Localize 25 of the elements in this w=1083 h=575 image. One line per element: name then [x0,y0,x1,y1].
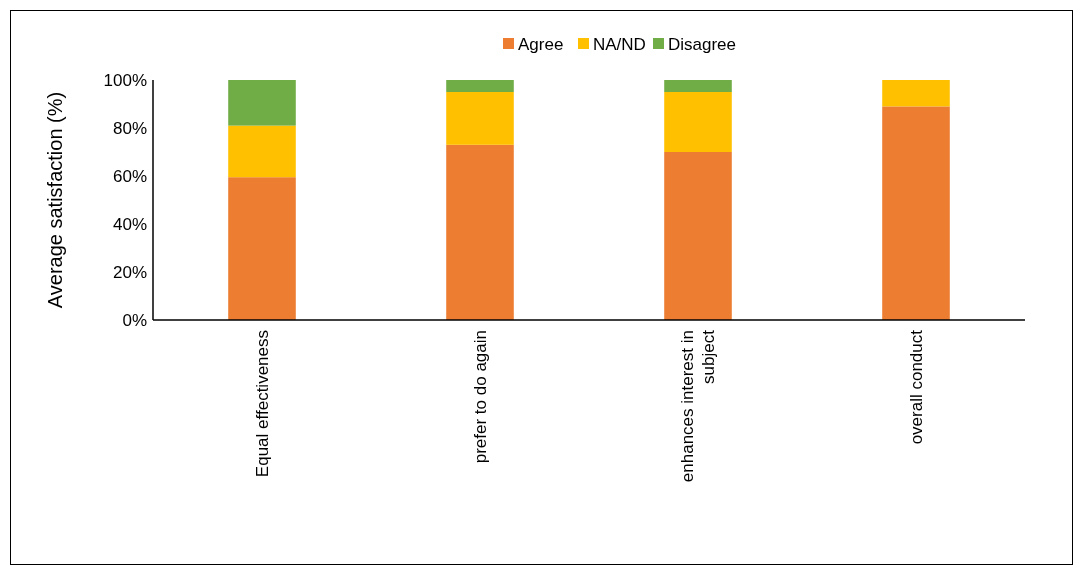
y-axis-title: Average satisfaction (%) [44,91,66,309]
bar [882,106,950,320]
x-tick-label: overall conduct [906,329,926,445]
bar [228,125,296,178]
x-tick-label: Equal effectiveness [252,330,272,478]
bar [664,152,732,320]
y-tick-label: 60% [112,166,147,186]
bar [882,80,950,107]
y-tick-label: 100% [103,70,147,90]
legend-label: Disagree [668,34,737,54]
bar [228,177,296,320]
bar [664,92,732,152]
bar [664,80,732,92]
bar [446,144,514,320]
bar [446,80,514,92]
bar [446,92,514,145]
bar [228,80,296,126]
legend-label: Agree [518,34,564,54]
y-tick-label: 0% [122,310,147,330]
y-tick-label: 80% [112,118,147,138]
y-tick-label: 40% [112,214,147,234]
x-tick-label: enhances interest in subject [678,329,719,483]
y-tick-label: 20% [112,262,147,282]
legend-label: NA/ND [593,34,646,54]
x-tick-label: prefer to do again [470,330,490,464]
